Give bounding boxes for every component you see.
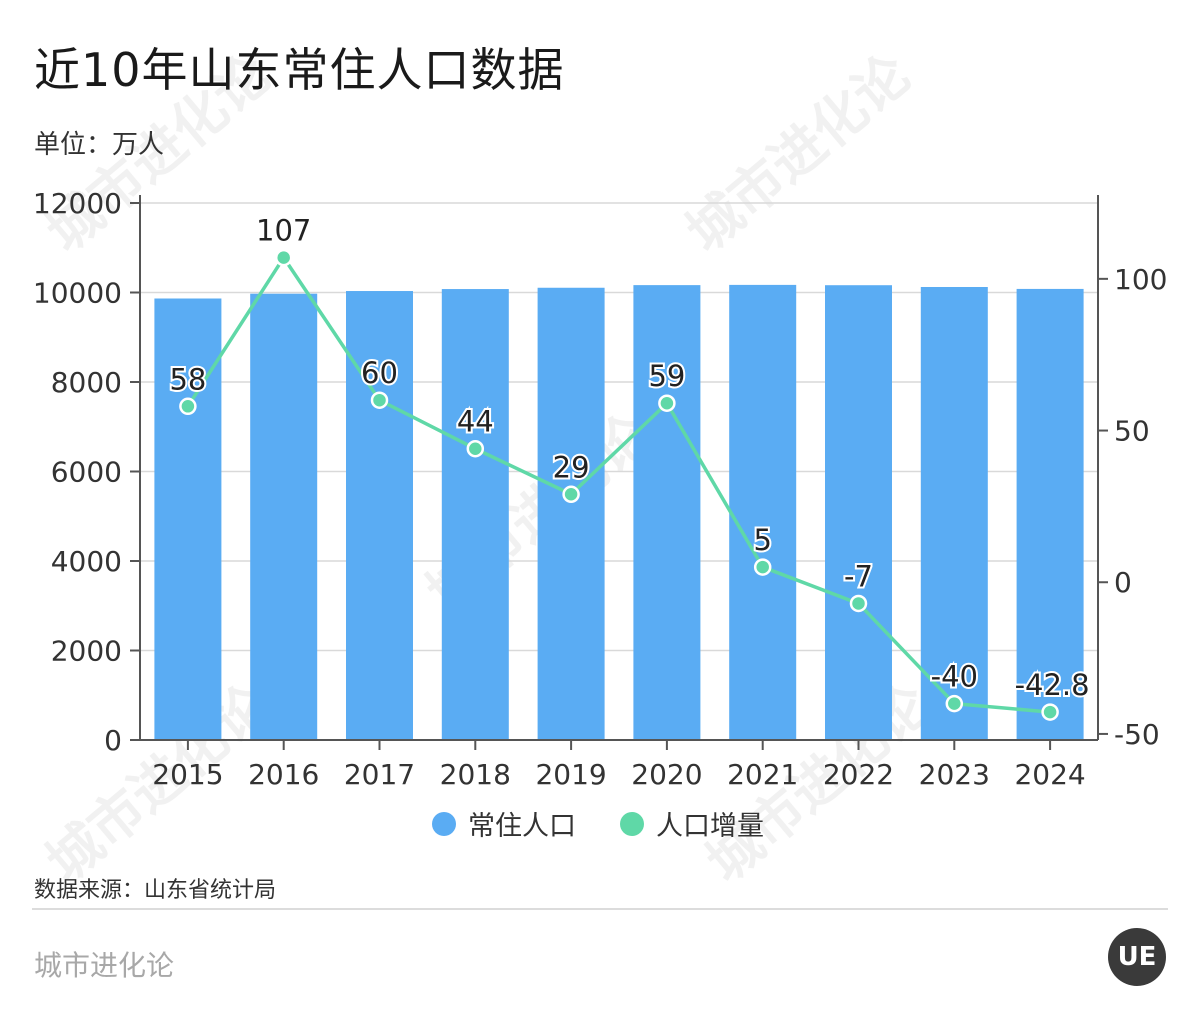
bar [825, 285, 892, 740]
bar [633, 285, 701, 740]
legend-label: 常住人口 [468, 811, 576, 842]
increase-data-label: 44 [457, 405, 494, 439]
divider [32, 908, 1168, 910]
x-tick-label: 2016 [248, 758, 319, 791]
x-tick-label: 2017 [344, 758, 415, 791]
increase-line [186, 255, 1051, 714]
x-tick-label: 2023 [919, 758, 990, 791]
y-right-tick-label: 50 [1114, 415, 1150, 448]
y-left-tick-label: 6000 [51, 456, 122, 489]
increase-point [179, 397, 197, 416]
y-left-tick-label: 12000 [33, 187, 122, 220]
x-tick-label: 2019 [535, 758, 606, 791]
increase-data-label: 107 [256, 214, 311, 248]
increase-data-label: -7 [844, 559, 873, 593]
chart-title: 近10年山东常住人口数据 [34, 43, 565, 97]
bar [537, 287, 605, 740]
y-left-tick-label: 2000 [51, 635, 122, 668]
increase-point [562, 485, 580, 504]
increase-data-label: -40 [931, 660, 978, 694]
increase-data-label: 29 [553, 450, 590, 484]
x-tick-label: 2021 [727, 758, 798, 791]
increase-point [945, 694, 964, 713]
increase-point [466, 439, 485, 458]
legend-item-population: 常住人口 [432, 804, 576, 843]
brand-name: 城市进化论 [34, 949, 175, 982]
increase-point [1041, 703, 1059, 721]
bar [1016, 288, 1084, 740]
x-tick-label: 2024 [1014, 758, 1085, 791]
increase-point [753, 558, 772, 576]
source-note: 数据来源：山东省统计局 [34, 878, 277, 903]
y-left-tick-label: 10000 [33, 277, 122, 310]
logo-text: UE [1117, 942, 1157, 972]
brand-logo: UE [1108, 928, 1166, 986]
legend-dot-line [620, 811, 644, 836]
increase-point [370, 391, 389, 409]
increase-point [274, 248, 293, 267]
y-right-tick-label: -50 [1114, 718, 1160, 751]
x-tick-label: 2022 [823, 758, 894, 791]
legend-dot-bar [432, 811, 456, 836]
increase-data-label: -42.8 [1015, 668, 1090, 702]
legend-item-increase: 人口增量 [620, 804, 764, 843]
increase-data-label: 60 [361, 356, 398, 390]
bar [441, 289, 509, 740]
y-left-tick-label: 0 [104, 724, 122, 757]
x-tick-label: 2018 [440, 758, 511, 791]
bar [729, 284, 797, 740]
bar [920, 286, 988, 740]
x-tick-label: 2015 [152, 758, 223, 791]
y-right-tick-label: 0 [1114, 566, 1132, 599]
combo-chart: 0 2000 4000 6000 8000 10000 12000 -50 0 50 100 2015… [33, 187, 1168, 791]
increase-point [849, 594, 868, 613]
y-right-tick-label: 100 [1114, 263, 1167, 296]
increase-data-label: 59 [648, 359, 685, 393]
bar [250, 293, 318, 740]
y-left-tick-label: 8000 [51, 366, 122, 399]
increase-data-label: 58 [169, 362, 206, 396]
increase-point [658, 394, 676, 412]
legend-label: 人口增量 [656, 811, 764, 842]
y-left-tick-label: 4000 [51, 545, 122, 578]
x-tick-label: 2020 [631, 758, 702, 791]
unit-label: 单位：万人 [34, 130, 165, 160]
increase-data-label: 5 [753, 523, 771, 557]
